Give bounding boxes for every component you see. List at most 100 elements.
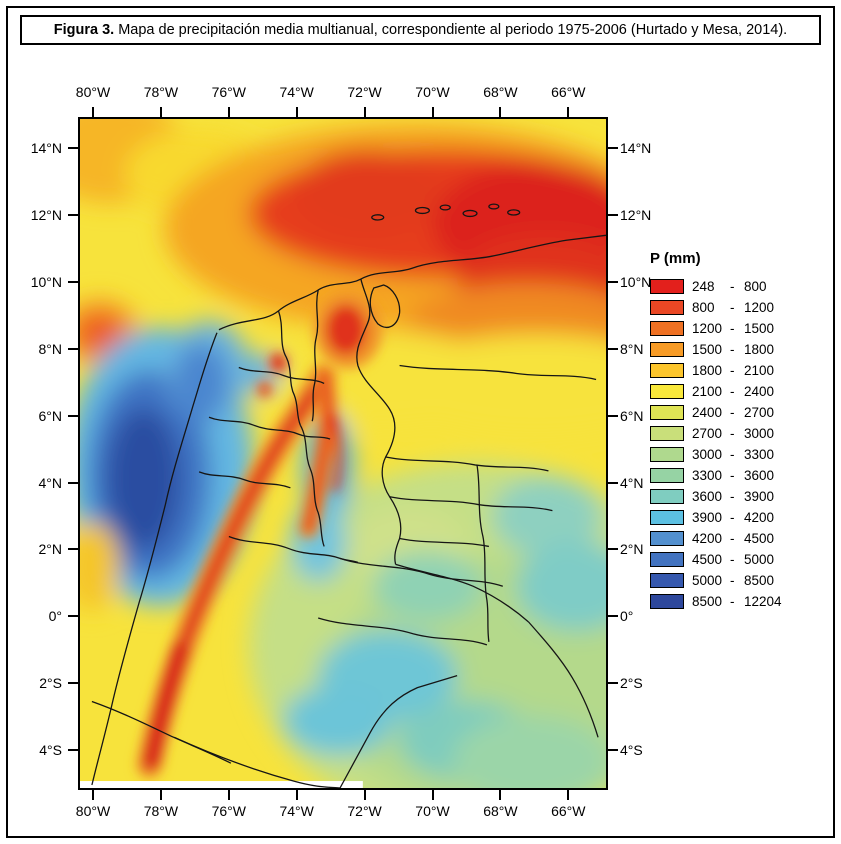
lon-tick-label: 68°W (483, 84, 518, 100)
precipitation-map (80, 119, 606, 788)
legend-range-to: 3600 (744, 468, 775, 483)
legend-swatch (650, 279, 684, 294)
legend-range-to: 3900 (744, 489, 775, 504)
tick-mark (608, 615, 618, 618)
figure-caption: Figura 3. Mapa de precipitación media mu… (20, 15, 821, 45)
tick-mark (159, 790, 162, 800)
legend-range-to: 2700 (744, 405, 775, 420)
andes-ribbons (136, 362, 343, 779)
tick-mark (608, 213, 618, 216)
legend-item: 2100-2400 (650, 384, 810, 399)
lat-tick-label: 2°N (38, 541, 63, 558)
lat-tick-label: 14°N (30, 140, 62, 156)
legend-items: 248-800 800-1200 1200-1500 1500-1800 1800-21… (650, 279, 810, 609)
legend-range-to: 1500 (744, 321, 775, 336)
legend-range-from: 3900 (692, 510, 723, 525)
legend-range-from: 248 (692, 279, 715, 294)
precipitation-fields (80, 119, 606, 788)
legend-item: 1800-2100 (650, 363, 810, 378)
caption-text: Mapa de precipitación media multianual, … (118, 21, 788, 38)
lat-tick-label: 2°S (620, 675, 643, 692)
tick-mark (68, 280, 78, 283)
tick-mark (608, 682, 618, 685)
tick-mark (68, 749, 78, 752)
tick-mark (363, 107, 366, 117)
lat-tick-label: 8°N (620, 340, 644, 357)
tick-mark (363, 790, 366, 800)
tick-mark (227, 107, 230, 117)
legend-range-from: 1200 (692, 321, 723, 336)
legend-range-separator: - (730, 279, 735, 294)
legend-range-separator: - (730, 552, 735, 567)
legend-swatch (650, 447, 684, 462)
legend-swatch (650, 489, 684, 504)
tick-mark (499, 790, 502, 800)
legend-item: 4500-5000 (650, 552, 810, 567)
legend-label: 800-1200 (692, 300, 774, 315)
lon-tick-label: 76°W (211, 84, 246, 100)
legend-range-separator: - (730, 573, 735, 588)
lat-tick-label: 0° (620, 608, 634, 625)
political-boundaries (91, 203, 606, 788)
legend-range-separator: - (730, 468, 735, 483)
lon-tick-label: 74°W (279, 84, 314, 100)
legend-range-from: 4500 (692, 552, 723, 567)
legend-range-from: 3300 (692, 468, 723, 483)
tick-mark (295, 107, 298, 117)
no-data-strip (80, 781, 363, 788)
legend-item: 4200-4500 (650, 531, 810, 546)
legend-range-separator: - (730, 363, 735, 378)
tick-mark (431, 107, 434, 117)
tick-mark (92, 790, 94, 800)
legend-range-from: 2100 (692, 384, 723, 399)
legend-range-to: 4200 (744, 510, 775, 525)
legend-range-separator: - (730, 489, 735, 504)
tick-mark (92, 107, 94, 117)
tick-mark (608, 749, 618, 752)
figure-border (6, 6, 835, 838)
tick-mark (567, 107, 570, 117)
legend-range-to: 8500 (744, 573, 775, 588)
legend-range-separator: - (730, 510, 735, 525)
lon-tick-label: 70°W (415, 803, 450, 819)
tick-mark (68, 682, 78, 685)
legend-label: 3300-3600 (692, 468, 774, 483)
lon-tick-label: 72°W (347, 84, 382, 100)
legend-label: 2100-2400 (692, 384, 774, 399)
legend-range-to: 12204 (744, 594, 782, 609)
lon-tick-label: 80°W (75, 803, 111, 819)
legend-range-separator: - (730, 531, 735, 546)
legend-title: P (mm) (650, 250, 701, 267)
legend-range-separator: - (730, 405, 735, 420)
legend-swatch (650, 384, 684, 399)
legend-range-to: 3000 (744, 426, 775, 441)
tick-mark (68, 213, 78, 216)
legend-range-separator: - (730, 342, 735, 357)
lat-tick-label: 4°N (38, 474, 63, 491)
legend-range-from: 1500 (692, 342, 723, 357)
legend-item: 2400-2700 (650, 405, 810, 420)
legend-range-from: 3000 (692, 447, 723, 462)
legend-range-from: 2400 (692, 405, 723, 420)
legend-label: 1500-1800 (692, 342, 774, 357)
legend-label: 3600-3900 (692, 489, 774, 504)
lon-tick-label: 80°W (75, 84, 111, 100)
legend-item: 3900-4200 (650, 510, 810, 525)
legend-swatch (650, 531, 684, 546)
dry-spots (257, 292, 382, 398)
tick-mark (608, 548, 618, 551)
lat-tick-label: 6°N (620, 407, 644, 424)
legend-label: 4200-4500 (692, 531, 774, 546)
legend-item: 8500-12204 (650, 594, 810, 609)
tick-mark (68, 147, 78, 149)
tick-mark (295, 790, 298, 800)
legend-swatch (650, 321, 684, 336)
legend-range-separator: - (730, 426, 735, 441)
lon-tick-label: 78°W (143, 84, 179, 100)
caption-prefix: Figura 3. (53, 21, 115, 38)
legend-item: 248-800 (650, 279, 810, 294)
lon-tick-label: 72°W (347, 803, 382, 819)
legend-label: 5000-8500 (692, 573, 774, 588)
tick-mark (608, 147, 618, 149)
lon-tick-label: 76°W (211, 803, 246, 819)
